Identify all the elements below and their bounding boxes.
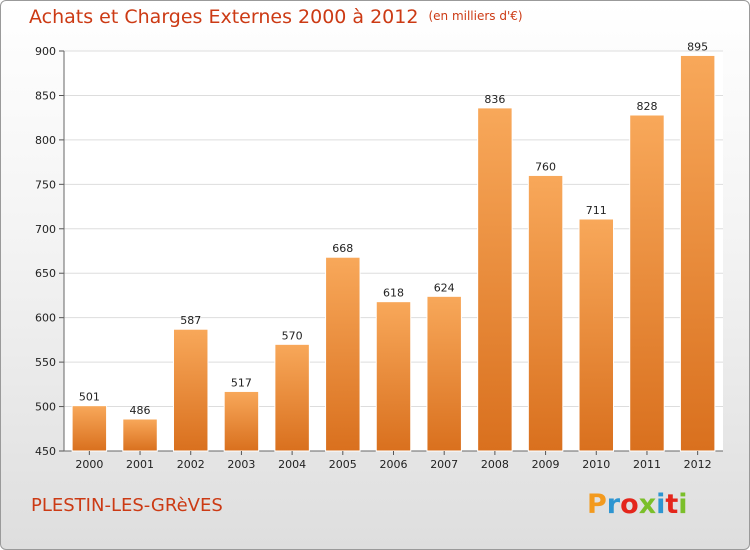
x-tick-label: 2004 <box>278 458 306 471</box>
chart-title-text: Achats et Charges Externes 2000 à 2012 <box>29 6 419 28</box>
x-tick-label: 2007 <box>430 458 458 471</box>
bar <box>172 328 209 452</box>
x-tick-label: 2002 <box>177 458 205 471</box>
x-tick-label: 2010 <box>582 458 610 471</box>
x-tick-label: 2008 <box>481 458 509 471</box>
bar <box>325 256 361 452</box>
proxiti-logo: Proxiti <box>587 489 688 520</box>
bar-value-label: 517 <box>231 376 252 389</box>
y-tick-label: 850 <box>35 89 56 102</box>
y-tick-label: 450 <box>35 445 56 458</box>
x-tick-label: 2005 <box>329 458 357 471</box>
x-tick-label: 2006 <box>380 458 408 471</box>
bar <box>122 418 158 452</box>
x-tick-label: 2012 <box>684 458 712 471</box>
bar-chart: 450 500 550 600 650 700 750 800 850 900 501 2000 486… <box>35 40 723 471</box>
y-tick-label: 650 <box>35 267 56 280</box>
bar-value-label: 570 <box>282 329 303 342</box>
x-tick-label: 2011 <box>633 458 661 471</box>
x-tick-label: 2000 <box>75 458 103 471</box>
chart-unit: (en milliers d'€) <box>428 9 523 23</box>
bar-value-label: 624 <box>434 281 455 294</box>
logo-letter: o <box>620 489 639 520</box>
bar-value-label: 587 <box>180 314 201 327</box>
logo-letter: r <box>606 489 621 520</box>
x-tick-label: 2001 <box>126 458 154 471</box>
bar-value-label: 711 <box>586 204 607 217</box>
y-tick-label: 500 <box>35 401 56 414</box>
bar-value-label: 486 <box>130 404 151 417</box>
bar <box>679 54 716 452</box>
y-tick-label: 750 <box>35 178 56 191</box>
bar-value-label: 618 <box>383 287 404 300</box>
bar <box>629 114 665 452</box>
y-tick-label: 800 <box>35 134 56 147</box>
bar-value-label: 828 <box>636 100 657 113</box>
bar <box>71 405 108 452</box>
logo-letter: i <box>656 489 666 520</box>
logo-letter: t <box>665 489 679 520</box>
x-tick-label: 2009 <box>532 458 560 471</box>
y-tick-label: 550 <box>35 356 56 369</box>
bar <box>527 174 564 452</box>
town-name: PLESTIN-LES-GRèVES <box>31 495 223 516</box>
bar <box>223 390 260 452</box>
chart-title: Achats et Charges Externes 2000 à 2012 (e… <box>29 6 523 28</box>
y-tick-label: 700 <box>35 223 56 236</box>
bar <box>375 301 412 452</box>
logo-letter: P <box>587 489 607 520</box>
y-tick-label: 600 <box>35 312 56 325</box>
bar <box>578 218 615 452</box>
logo-letter: x <box>638 489 657 520</box>
bar-value-label: 760 <box>535 160 556 173</box>
bar-value-label: 501 <box>79 391 100 404</box>
bar <box>426 295 462 452</box>
bar-value-label: 895 <box>687 40 708 53</box>
y-tick-label: 900 <box>35 45 56 58</box>
bar <box>477 107 513 452</box>
x-tick-label: 2003 <box>227 458 255 471</box>
bar-value-label: 668 <box>332 242 353 255</box>
bar-value-label: 836 <box>484 93 505 106</box>
bar <box>274 343 310 452</box>
logo-letter: i <box>678 489 688 520</box>
